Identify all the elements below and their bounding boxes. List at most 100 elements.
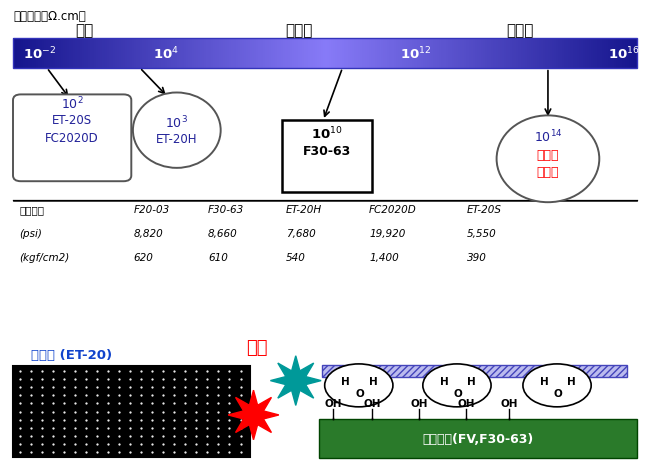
Polygon shape bbox=[159, 39, 161, 69]
Polygon shape bbox=[304, 39, 306, 69]
Polygon shape bbox=[623, 39, 625, 69]
Polygon shape bbox=[315, 39, 317, 69]
Polygon shape bbox=[488, 39, 489, 69]
Polygon shape bbox=[381, 39, 384, 69]
Polygon shape bbox=[277, 39, 280, 69]
Polygon shape bbox=[250, 39, 252, 69]
Polygon shape bbox=[38, 39, 40, 69]
Polygon shape bbox=[344, 39, 346, 69]
Polygon shape bbox=[162, 39, 165, 69]
Polygon shape bbox=[625, 39, 627, 69]
Polygon shape bbox=[422, 39, 425, 69]
Polygon shape bbox=[474, 39, 477, 69]
Polygon shape bbox=[67, 39, 69, 69]
Polygon shape bbox=[233, 39, 235, 69]
Polygon shape bbox=[417, 39, 419, 69]
Polygon shape bbox=[181, 39, 183, 69]
Polygon shape bbox=[566, 39, 568, 69]
Polygon shape bbox=[252, 39, 254, 69]
Polygon shape bbox=[283, 39, 285, 69]
Polygon shape bbox=[186, 39, 188, 69]
Polygon shape bbox=[452, 39, 454, 69]
Text: O: O bbox=[553, 388, 562, 398]
Polygon shape bbox=[325, 39, 327, 69]
Polygon shape bbox=[221, 39, 223, 69]
Polygon shape bbox=[27, 39, 30, 69]
Polygon shape bbox=[124, 39, 125, 69]
Ellipse shape bbox=[133, 93, 221, 169]
Polygon shape bbox=[329, 39, 332, 69]
Polygon shape bbox=[117, 39, 119, 69]
Polygon shape bbox=[429, 39, 431, 69]
Text: H: H bbox=[369, 376, 378, 386]
Text: ET-20H: ET-20H bbox=[286, 205, 322, 215]
Text: 10$^{2}$: 10$^{2}$ bbox=[61, 95, 83, 112]
Polygon shape bbox=[270, 356, 321, 406]
Bar bbox=[318, 419, 637, 458]
Polygon shape bbox=[242, 39, 244, 69]
Polygon shape bbox=[115, 39, 117, 69]
Polygon shape bbox=[259, 39, 261, 69]
Polygon shape bbox=[100, 39, 103, 69]
Polygon shape bbox=[587, 39, 589, 69]
Polygon shape bbox=[103, 39, 105, 69]
Polygon shape bbox=[508, 39, 510, 69]
Polygon shape bbox=[400, 39, 402, 69]
Polygon shape bbox=[495, 39, 498, 69]
Ellipse shape bbox=[523, 364, 592, 407]
Polygon shape bbox=[235, 39, 238, 69]
Polygon shape bbox=[140, 39, 142, 69]
Polygon shape bbox=[523, 39, 525, 69]
Polygon shape bbox=[406, 39, 408, 69]
Polygon shape bbox=[339, 39, 342, 69]
Polygon shape bbox=[134, 39, 136, 69]
Polygon shape bbox=[540, 39, 541, 69]
Text: OH: OH bbox=[364, 398, 381, 408]
Polygon shape bbox=[630, 39, 633, 69]
Polygon shape bbox=[317, 39, 318, 69]
Polygon shape bbox=[148, 39, 150, 69]
Polygon shape bbox=[229, 39, 231, 69]
Text: 电流: 电流 bbox=[246, 338, 268, 356]
Polygon shape bbox=[629, 39, 630, 69]
Polygon shape bbox=[377, 39, 379, 69]
Polygon shape bbox=[471, 39, 473, 69]
Polygon shape bbox=[176, 39, 177, 69]
Polygon shape bbox=[410, 39, 412, 69]
Polygon shape bbox=[150, 39, 152, 69]
Text: OH: OH bbox=[411, 398, 428, 408]
Text: 10$^{4}$: 10$^{4}$ bbox=[153, 46, 179, 62]
Polygon shape bbox=[165, 39, 167, 69]
Polygon shape bbox=[391, 39, 394, 69]
Polygon shape bbox=[287, 39, 290, 69]
Polygon shape bbox=[483, 39, 485, 69]
Polygon shape bbox=[321, 39, 323, 69]
Polygon shape bbox=[491, 39, 493, 69]
Polygon shape bbox=[219, 39, 221, 69]
Text: OH: OH bbox=[458, 398, 474, 408]
Polygon shape bbox=[34, 39, 36, 69]
Polygon shape bbox=[25, 39, 27, 69]
Polygon shape bbox=[90, 39, 92, 69]
Polygon shape bbox=[610, 39, 612, 69]
Polygon shape bbox=[77, 39, 79, 69]
Polygon shape bbox=[618, 39, 620, 69]
Polygon shape bbox=[446, 39, 448, 69]
Polygon shape bbox=[131, 39, 134, 69]
Polygon shape bbox=[294, 39, 296, 69]
Polygon shape bbox=[473, 39, 474, 69]
Polygon shape bbox=[402, 39, 404, 69]
Polygon shape bbox=[379, 39, 381, 69]
Polygon shape bbox=[73, 39, 75, 69]
Polygon shape bbox=[589, 39, 592, 69]
Polygon shape bbox=[192, 39, 194, 69]
Polygon shape bbox=[541, 39, 543, 69]
Text: 绝缘体: 绝缘体 bbox=[506, 23, 534, 38]
Text: 抗静电级(FV,F30-63): 抗静电级(FV,F30-63) bbox=[422, 432, 534, 445]
Text: 19,920: 19,920 bbox=[369, 228, 406, 238]
Polygon shape bbox=[560, 39, 562, 69]
Polygon shape bbox=[51, 39, 53, 69]
Polygon shape bbox=[375, 39, 377, 69]
Text: H: H bbox=[341, 376, 350, 386]
Text: OH: OH bbox=[324, 398, 341, 408]
